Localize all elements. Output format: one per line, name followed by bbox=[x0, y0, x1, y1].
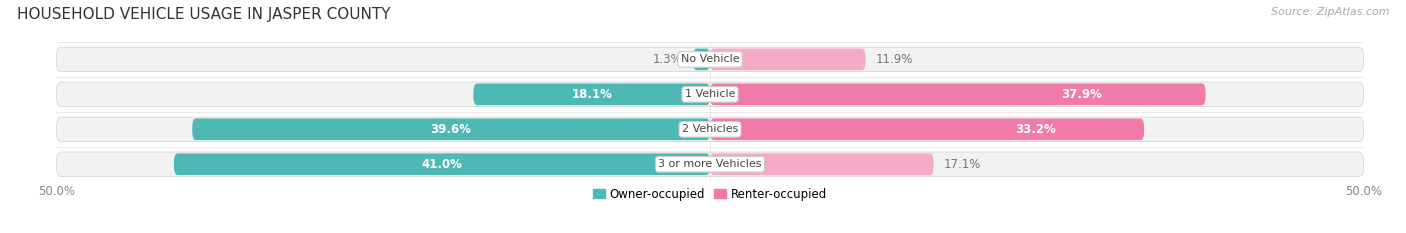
FancyBboxPatch shape bbox=[56, 117, 1364, 142]
Text: HOUSEHOLD VEHICLE USAGE IN JASPER COUNTY: HOUSEHOLD VEHICLE USAGE IN JASPER COUNTY bbox=[17, 7, 391, 22]
Text: 37.9%: 37.9% bbox=[1062, 88, 1102, 101]
Text: 2 Vehicles: 2 Vehicles bbox=[682, 124, 738, 134]
FancyBboxPatch shape bbox=[56, 47, 1364, 72]
Text: No Vehicle: No Vehicle bbox=[681, 55, 740, 64]
FancyBboxPatch shape bbox=[710, 49, 866, 70]
Text: 39.6%: 39.6% bbox=[430, 123, 471, 136]
Text: 33.2%: 33.2% bbox=[1015, 123, 1056, 136]
FancyBboxPatch shape bbox=[193, 118, 710, 140]
Text: 41.0%: 41.0% bbox=[422, 158, 463, 171]
FancyBboxPatch shape bbox=[693, 49, 710, 70]
FancyBboxPatch shape bbox=[174, 154, 710, 175]
Text: 18.1%: 18.1% bbox=[571, 88, 612, 101]
FancyBboxPatch shape bbox=[56, 152, 1364, 177]
Text: 17.1%: 17.1% bbox=[943, 158, 981, 171]
Text: 3 or more Vehicles: 3 or more Vehicles bbox=[658, 159, 762, 169]
FancyBboxPatch shape bbox=[710, 84, 1205, 105]
FancyBboxPatch shape bbox=[56, 82, 1364, 107]
FancyBboxPatch shape bbox=[710, 154, 934, 175]
FancyBboxPatch shape bbox=[710, 118, 1144, 140]
Legend: Owner-occupied, Renter-occupied: Owner-occupied, Renter-occupied bbox=[593, 188, 827, 201]
Text: Source: ZipAtlas.com: Source: ZipAtlas.com bbox=[1271, 7, 1389, 17]
Text: 1 Vehicle: 1 Vehicle bbox=[685, 89, 735, 99]
FancyBboxPatch shape bbox=[474, 84, 710, 105]
Text: 1.3%: 1.3% bbox=[652, 53, 682, 66]
Text: 11.9%: 11.9% bbox=[876, 53, 914, 66]
